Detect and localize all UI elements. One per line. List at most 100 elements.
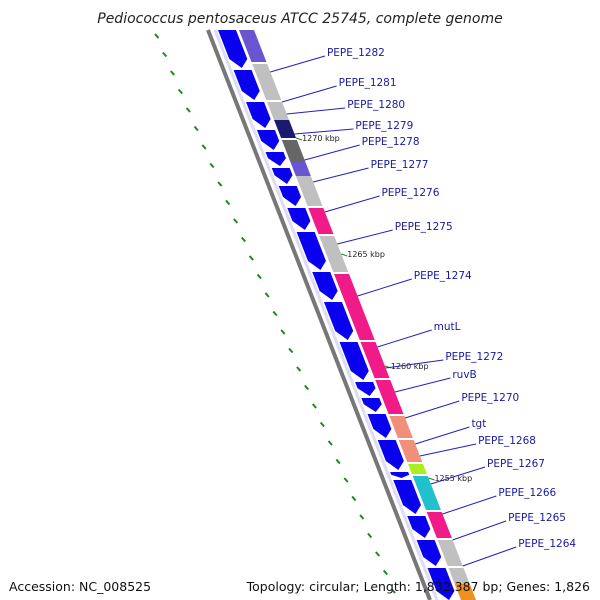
kbp-tick xyxy=(177,88,183,95)
gene-label: PEPE_1282 xyxy=(327,47,385,59)
kbp-mark-label: 1255 kbp xyxy=(434,474,472,483)
kbp-mark-label: 1260 kbp xyxy=(391,362,429,371)
kbp-tick xyxy=(170,70,176,76)
gene-label-leader xyxy=(337,229,393,245)
kbp-tick-track xyxy=(154,33,396,594)
cds-arrow xyxy=(355,382,376,396)
kbp-tick xyxy=(256,273,262,280)
cds-arrow xyxy=(377,440,404,470)
cds-arrow xyxy=(361,398,382,412)
cds-arrow xyxy=(416,540,442,566)
genome-summary-text: Topology: circular; Length: 1,832,387 bp… xyxy=(246,579,590,594)
kbp-tick xyxy=(288,347,294,354)
kbp-tick xyxy=(390,588,396,594)
cds-arrow xyxy=(393,480,421,514)
kbp-markers: 1270 kbp 1265 kbp 1260 kbp 1255 kbp xyxy=(295,134,472,483)
gene-segment-lime xyxy=(408,464,427,474)
gene-label: PEPE_1280 xyxy=(347,99,405,111)
kbp-tick xyxy=(304,384,310,391)
gene-label-leader xyxy=(442,495,497,515)
kbp-tick xyxy=(335,458,341,465)
gene-label: PEPE_1268 xyxy=(478,435,536,447)
gene-labels: PEPE_1282 PEPE_1281 PEPE_1280 PEPE_1279 PEPE… xyxy=(270,47,576,567)
kbp-mark-line xyxy=(295,137,303,141)
cds-arrow xyxy=(271,168,293,184)
kbp-mark-label: 1265 kbp xyxy=(347,250,385,259)
gene-segment-salmon xyxy=(389,416,413,438)
gene-label: PEPE_1274 xyxy=(414,270,472,282)
cds-arrow xyxy=(256,130,280,150)
gene-segment-pink xyxy=(360,342,390,378)
gene-label-leader xyxy=(462,546,517,567)
kbp-tick xyxy=(217,181,223,187)
kbp-mark-line xyxy=(341,253,348,257)
kbp-tick xyxy=(296,366,302,372)
kbp-tick xyxy=(327,440,333,446)
gene-label-leader xyxy=(404,400,460,419)
kbp-tick xyxy=(225,199,231,206)
cds-arrow xyxy=(265,152,286,166)
cds-arrow xyxy=(218,30,248,68)
gene-label-leader xyxy=(415,426,470,445)
kbp-tick xyxy=(154,33,160,39)
gene-segment-gray xyxy=(448,568,470,584)
gene-label-leader xyxy=(385,359,444,369)
gene-label-leader xyxy=(419,443,477,457)
gene-segment-orange xyxy=(454,584,476,600)
gene-label-leader xyxy=(452,520,507,541)
gene-segment-pink xyxy=(426,512,452,538)
kbp-tick xyxy=(201,144,207,150)
cds-arrow xyxy=(367,414,392,438)
cds-arrow xyxy=(323,302,354,340)
gene-label-leader xyxy=(430,466,486,485)
gene-label-leader xyxy=(270,55,326,73)
gene-label: PEPE_1277 xyxy=(371,159,429,171)
cds-arrow xyxy=(407,516,431,538)
gene-label-leader xyxy=(294,128,354,135)
genome-backbone xyxy=(206,29,439,600)
gene-label: ruvB xyxy=(452,369,476,381)
gene-label-leader xyxy=(394,377,451,393)
gene-segment-gray xyxy=(252,64,282,100)
backbone-line xyxy=(206,29,432,600)
gene-label-leader xyxy=(357,278,412,297)
gene-segment-pink xyxy=(334,274,375,340)
gene-label: PEPE_1272 xyxy=(445,351,503,363)
gene-segment-gray xyxy=(437,540,463,566)
kbp-tick xyxy=(311,403,317,409)
kbp-tick xyxy=(193,125,199,132)
cds-arrow xyxy=(427,568,455,600)
gene-label-leader xyxy=(324,195,380,213)
kbp-tick xyxy=(272,310,278,317)
gene-segment-navy xyxy=(274,120,297,138)
kbp-tick xyxy=(319,421,325,428)
cds-arrow xyxy=(278,186,302,206)
gene-label: PEPE_1270 xyxy=(461,392,519,404)
kbp-tick xyxy=(367,532,373,539)
gene-label: PEPE_1275 xyxy=(395,221,453,233)
gene-segment-gray xyxy=(267,102,290,120)
gene-segment-darkgray xyxy=(281,140,306,162)
cds-arrow xyxy=(339,342,369,380)
gene-label: PEPE_1279 xyxy=(355,120,413,132)
gene-label: PEPE_1266 xyxy=(498,487,556,499)
cds-arrow xyxy=(312,272,338,300)
gene-segment-gray xyxy=(319,236,349,272)
map-title: Pediococcus pentosaceus ATCC 25745, comp… xyxy=(97,11,502,27)
kbp-tick xyxy=(359,514,365,520)
gene-label: PEPE_1278 xyxy=(362,136,420,148)
cds-arrow xyxy=(233,70,260,100)
kbp-tick xyxy=(162,51,168,58)
gene-segment-purple xyxy=(239,30,267,62)
kbp-tick xyxy=(264,292,270,298)
kbp-tick xyxy=(351,495,357,502)
gene-label: mutL xyxy=(434,321,461,333)
gene-label: PEPE_1265 xyxy=(508,512,566,524)
backbone-shadow xyxy=(213,29,439,600)
kbp-tick xyxy=(382,569,388,576)
gene-segment-cyan xyxy=(412,476,441,510)
kbp-tick xyxy=(343,477,349,483)
gene-label-leader xyxy=(377,329,432,348)
gene-label: PEPE_1264 xyxy=(518,538,576,550)
